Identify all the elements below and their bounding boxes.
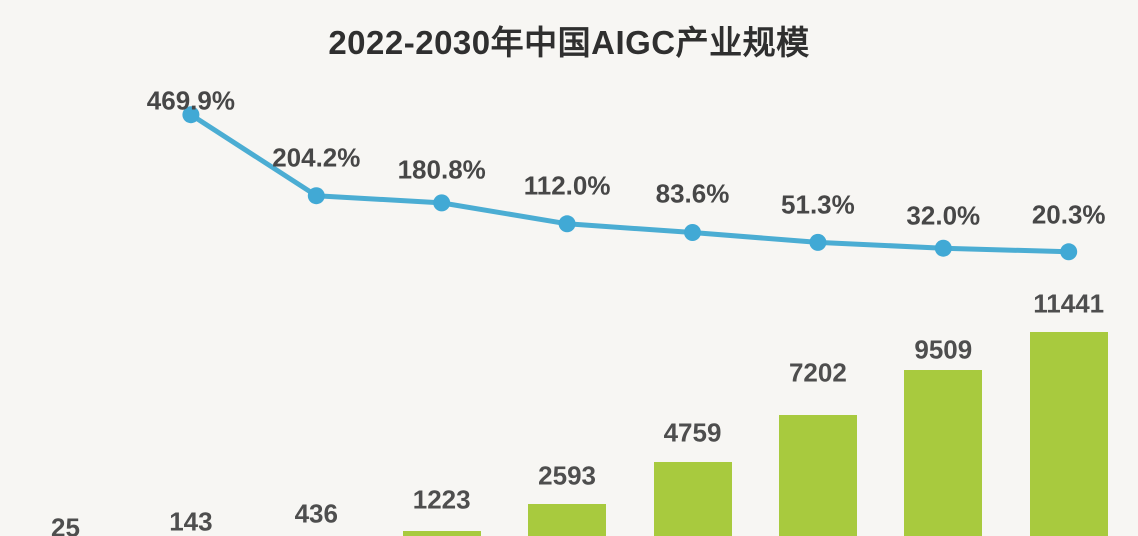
line-point-2029: [934, 239, 952, 257]
growth-rate-label-2025: 180.8%: [397, 154, 486, 185]
line-point-2024: [307, 187, 325, 205]
growth-rate-label-2029: 32.0%: [906, 200, 981, 231]
growth-rate-label-2024: 204.2%: [272, 142, 361, 173]
growth-rate-label-2030: 20.3%: [1031, 199, 1106, 230]
bar-2027: [653, 462, 732, 536]
growth-rate-label-2028: 51.3%: [781, 189, 855, 220]
chart-title: 2022-2030年中国AIGC产业规模: [328, 24, 810, 61]
line-point-2023: [182, 106, 200, 124]
bar-2028: [778, 414, 857, 536]
line-point-2030: [1060, 243, 1078, 261]
bar-2030: [1029, 331, 1108, 536]
line-point-2025: [433, 194, 451, 212]
bar-value-label-2030: 11441: [1033, 288, 1105, 319]
bar-2025: [402, 531, 481, 536]
bar-value-label-2025: 1223: [412, 484, 471, 515]
bar-value-label-2026: 2593: [538, 460, 597, 491]
growth-rate-label-2023: 469.9%: [146, 85, 235, 116]
growth-rate-label-2027: 83.6%: [655, 178, 730, 209]
line-point-2026: [558, 215, 576, 233]
bar-value-label-2028: 7202: [788, 357, 847, 388]
line-point-2028: [809, 233, 827, 251]
bar-value-label-2023: 143: [169, 506, 213, 536]
growth-rate-line: [188, 112, 1072, 255]
growth-rate-label-2026: 112.0%: [523, 170, 611, 201]
bar-value-label-2022: 25: [51, 512, 80, 536]
line-point-2027: [684, 224, 701, 241]
bar-value-label-2027: 4759: [663, 417, 722, 448]
bar-value-label-2024: 436: [294, 498, 338, 529]
bar-2029: [904, 369, 983, 536]
bar-value-label-2029: 9509: [914, 334, 973, 365]
bar-2026: [528, 504, 607, 536]
